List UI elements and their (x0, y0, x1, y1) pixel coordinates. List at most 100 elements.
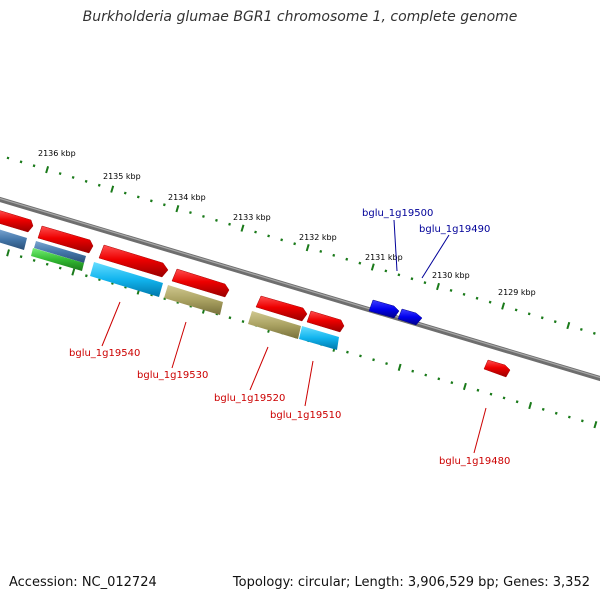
major-tick (175, 205, 180, 213)
minor-tick (580, 419, 584, 423)
gene-label-bglu_1g19510[interactable]: bglu_1g19510 (270, 410, 341, 421)
minor-tick (411, 369, 415, 373)
major-tick (370, 263, 375, 271)
minor-tick (332, 253, 336, 257)
minor-tick (592, 331, 596, 335)
feature-steel (34, 241, 86, 263)
minor-tick (319, 249, 323, 253)
minor-tick (424, 373, 428, 377)
feature-green (31, 248, 84, 271)
tick-label-2130: 2130 kbp (432, 271, 470, 280)
genome-backbone-highlight (0, 197, 600, 379)
minor-tick (149, 199, 153, 203)
leader-line (101, 301, 121, 347)
minor-tick (475, 296, 479, 300)
minor-tick (397, 273, 401, 277)
topology-summary: Topology: circular; Length: 3,906,529 bp… (232, 575, 590, 590)
cds-forward-arrow[interactable] (171, 268, 230, 298)
minor-tick (553, 320, 557, 324)
major-tick (397, 363, 402, 371)
cds-reverse-arrow[interactable] (368, 299, 400, 319)
minor-tick (384, 269, 388, 273)
tick-label-2133: 2133 kbp (233, 213, 271, 222)
minor-tick (423, 281, 427, 285)
minor-tick (345, 257, 349, 261)
minor-tick (462, 292, 466, 296)
minor-tick (58, 172, 62, 176)
minor-tick (488, 300, 492, 304)
tick-label-2136: 2136 kbp (38, 149, 76, 158)
major-tick (501, 302, 506, 310)
minor-tick (410, 277, 414, 281)
minor-tick (228, 316, 232, 320)
leader-lines (101, 219, 487, 454)
minor-tick (449, 288, 453, 292)
leader-line (304, 360, 314, 407)
gene-label-bglu_1g19530[interactable]: bglu_1g19530 (137, 370, 208, 381)
major-tick (566, 321, 571, 330)
reverse-cds-track (368, 299, 423, 326)
cds-forward-arrow[interactable] (0, 210, 34, 233)
tick-label-2135: 2135 kbp (103, 172, 141, 181)
minor-tick (527, 312, 531, 316)
cds-forward-arrow[interactable] (37, 225, 94, 254)
outer-tick-ring (6, 156, 596, 335)
gene-label-bglu_1g19500[interactable]: bglu_1g19500 (362, 208, 433, 219)
minor-tick (476, 388, 480, 392)
cds-forward-arrow[interactable] (483, 359, 511, 378)
forward-cds-track (0, 210, 511, 378)
minor-tick (514, 308, 518, 312)
cds-forward-arrow[interactable] (306, 310, 345, 333)
leader-line (171, 321, 187, 369)
minor-tick (228, 222, 231, 226)
minor-tick (502, 396, 506, 400)
minor-tick (437, 377, 441, 381)
tick-label-2129: 2129 kbp (498, 288, 536, 297)
major-tick (528, 401, 533, 410)
minor-tick (45, 262, 49, 266)
gene-label-bglu_1g19520[interactable]: bglu_1g19520 (214, 393, 285, 404)
gene-label-bglu_1g19490[interactable]: bglu_1g19490 (419, 224, 490, 235)
minor-tick (293, 242, 297, 246)
minor-tick (541, 407, 545, 411)
major-tick (240, 224, 245, 232)
tick-label-2131: 2131 kbp (365, 253, 403, 262)
minor-tick (136, 195, 140, 199)
minor-tick (372, 358, 375, 362)
minor-tick (346, 350, 349, 354)
feature-cyan (90, 262, 163, 297)
leader-line (393, 219, 398, 272)
minor-tick (450, 381, 454, 385)
minor-tick (71, 175, 75, 179)
minor-tick (241, 320, 245, 323)
cds-forward-arrow[interactable] (98, 244, 169, 278)
minor-tick (32, 258, 36, 262)
minor-tick (215, 218, 218, 222)
genome-backbone (0, 196, 600, 382)
minor-tick (84, 179, 88, 183)
minor-tick (267, 234, 270, 238)
cds-forward-arrow[interactable] (255, 295, 308, 322)
minor-tick (385, 362, 388, 366)
major-tick (71, 268, 76, 276)
feature-khaki (164, 285, 223, 315)
leader-line (421, 234, 450, 279)
minor-tick (515, 400, 519, 404)
feature-khaki (248, 311, 301, 339)
major-tick (45, 166, 50, 174)
minor-tick (19, 255, 23, 259)
gene-label-bglu_1g19480[interactable]: bglu_1g19480 (439, 456, 510, 467)
leader-line (249, 346, 269, 391)
minor-tick (554, 411, 558, 415)
minor-tick (58, 266, 62, 270)
gene-label-bglu_1g19540[interactable]: bglu_1g19540 (69, 348, 140, 359)
major-tick (6, 249, 10, 257)
minor-tick (6, 156, 10, 160)
major-tick (305, 244, 310, 252)
minor-tick (579, 327, 583, 331)
major-tick (110, 185, 115, 193)
cds-reverse-arrow[interactable] (397, 308, 423, 326)
minor-tick (123, 191, 127, 195)
minor-tick (254, 230, 257, 234)
